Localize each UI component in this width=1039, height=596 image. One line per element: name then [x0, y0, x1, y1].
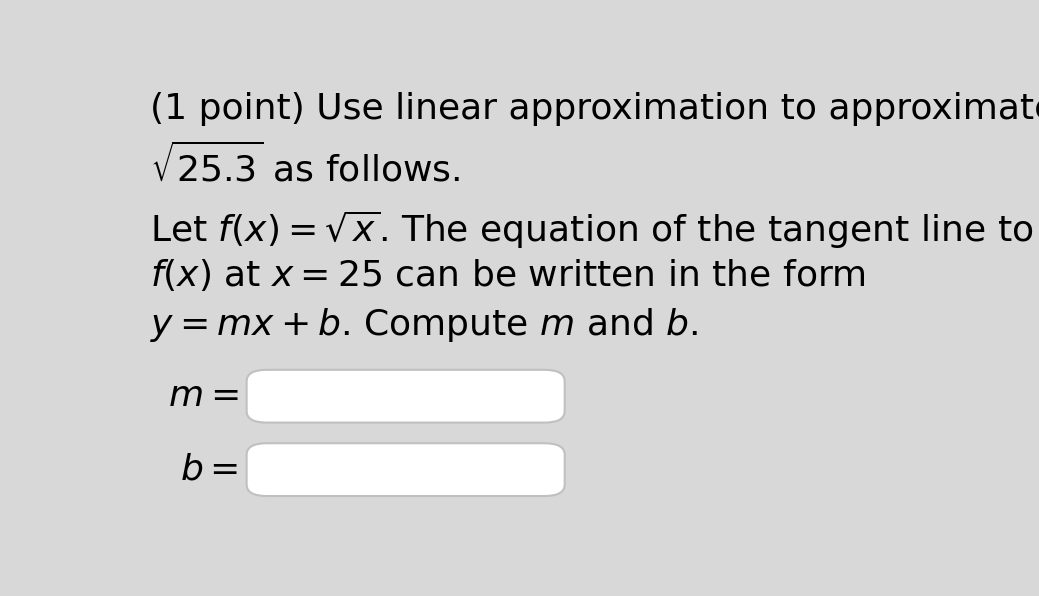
Text: $b =$: $b =$ [180, 452, 239, 486]
FancyBboxPatch shape [246, 443, 565, 496]
Text: $f(x)$ at $x = 25$ can be written in the form: $f(x)$ at $x = 25$ can be written in the… [150, 257, 865, 293]
Text: (1 point) Use linear approximation to approximate: (1 point) Use linear approximation to ap… [150, 92, 1039, 126]
Text: Let $f(x) = \sqrt{x}$. The equation of the tangent line to: Let $f(x) = \sqrt{x}$. The equation of t… [150, 209, 1034, 252]
FancyBboxPatch shape [246, 370, 565, 423]
Text: $\sqrt{25.3}$ as follows.: $\sqrt{25.3}$ as follows. [150, 142, 460, 188]
Text: $m =$: $m =$ [168, 379, 239, 413]
Text: $y = mx + b$. Compute $m$ and $b$.: $y = mx + b$. Compute $m$ and $b$. [150, 306, 698, 343]
